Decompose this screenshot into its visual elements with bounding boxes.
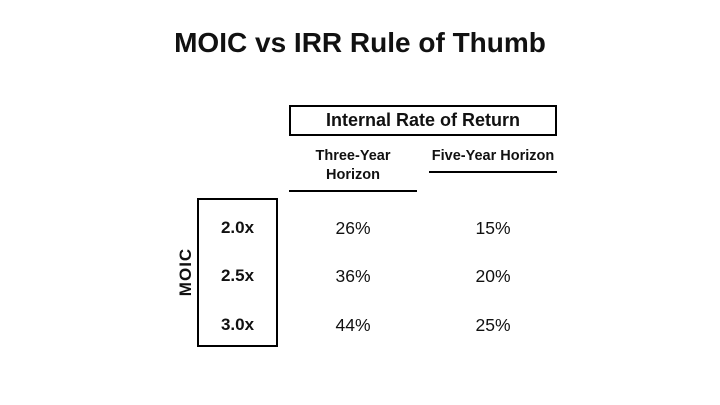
cell-3-0x-five-year: 25% xyxy=(475,315,511,335)
cell-2-0x-three-year: 26% xyxy=(335,218,371,238)
row-label-2-5x: 2.5x xyxy=(220,266,255,285)
cell-2-5x-five-year: 20% xyxy=(475,266,511,286)
cell-2-0x-five-year: 15% xyxy=(475,218,511,238)
cell-3-0x-three-year: 44% xyxy=(335,315,371,335)
slide-title: MOIC vs IRR Rule of Thumb xyxy=(174,27,546,58)
moic-row-labels-box xyxy=(197,198,278,347)
row-label-3-0x: 3.0x xyxy=(220,315,255,334)
irr-group-header-box: Internal Rate of Return xyxy=(289,105,557,136)
column-header-five-year: Five-Year Horizon xyxy=(429,147,557,173)
moic-axis-label: MOIC xyxy=(176,247,195,297)
cell-2-5x-three-year: 36% xyxy=(335,266,371,286)
irr-group-header-label: Internal Rate of Return xyxy=(325,110,521,130)
row-label-2-0x: 2.0x xyxy=(220,218,255,237)
column-header-three-year: Three-Year Horizon xyxy=(289,147,417,192)
